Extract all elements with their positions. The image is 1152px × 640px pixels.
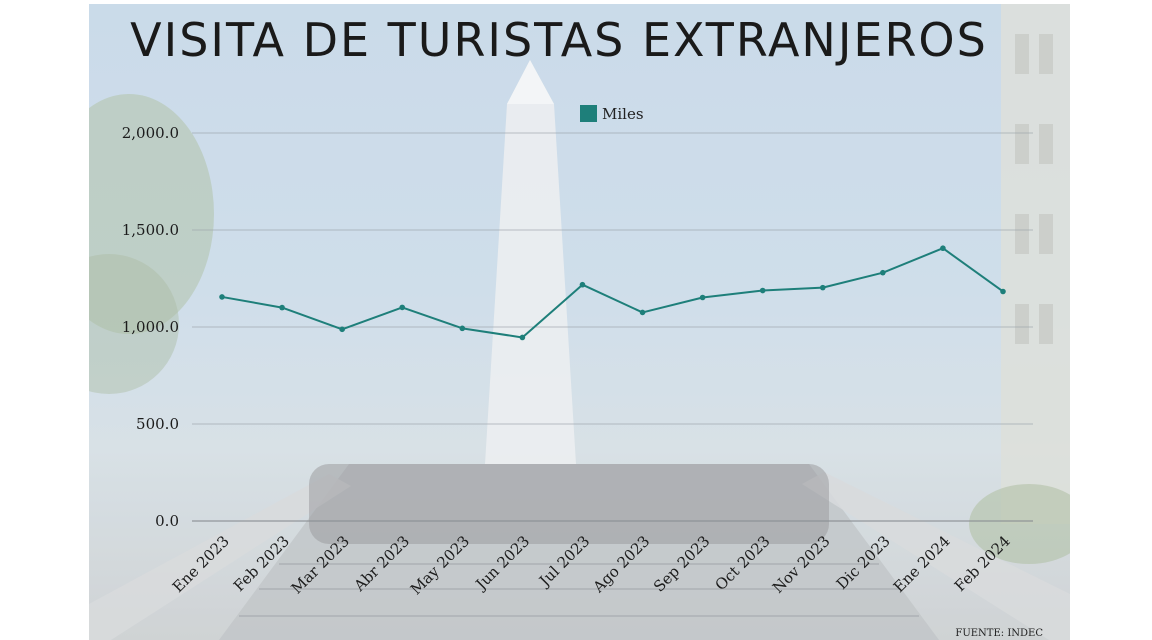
y-axis: 0.0 500.0 1,000.0 1,500.0 2,000.0 (122, 124, 179, 530)
series-line (221, 247, 1004, 339)
y-grid (192, 132, 1033, 522)
data-point (819, 284, 826, 291)
y-tick-label: 2,000.0 (122, 124, 179, 142)
data-point (940, 245, 946, 252)
obelisk-tip-decor (507, 60, 554, 104)
crowd-decor (309, 464, 829, 544)
tree-right-decor (969, 484, 1070, 564)
y-tick-label: 0.0 (155, 512, 179, 530)
window-decor (1015, 124, 1029, 164)
window-decor (1039, 34, 1053, 74)
window-decor (1039, 214, 1053, 254)
y-tick-label: 1,500.0 (122, 221, 179, 239)
data-point (639, 309, 646, 316)
obelisk-decor (485, 60, 576, 464)
background-photo (89, 4, 1070, 640)
chart-canvas: 0.0 500.0 1,000.0 1,500.0 2,000.0 Ene 2023 Fe… (89, 4, 1070, 640)
data-point (519, 334, 526, 341)
railing-left-decor (89, 474, 351, 640)
legend-swatch (580, 105, 597, 122)
railing-right-decor (802, 472, 1070, 640)
data-point (759, 287, 766, 294)
source-note: FUENTE: INDEC (955, 628, 1043, 639)
background-veil (89, 4, 1070, 640)
chart-title: VISITA DE TURISTAS EXTRANJEROS (130, 13, 988, 67)
window-decor (1015, 214, 1029, 254)
data-point (1000, 288, 1006, 295)
data-point (579, 281, 586, 288)
data-point (279, 304, 285, 311)
window-decor (1015, 304, 1029, 344)
legend: Miles (580, 105, 644, 123)
data-point (459, 325, 466, 332)
window-decor (1015, 34, 1029, 74)
data-point (219, 294, 225, 300)
y-tick-label: 1,000.0 (122, 318, 179, 336)
window-decor (1039, 304, 1053, 344)
data-point (880, 269, 886, 276)
data-point (699, 294, 706, 301)
window-decor (1039, 124, 1053, 164)
data-point (339, 326, 345, 333)
tree-left-lower-decor (89, 254, 179, 394)
building-right-decor (1001, 4, 1070, 524)
legend-label: Miles (602, 105, 644, 123)
tree-left-decor (89, 94, 214, 334)
series-miles (219, 245, 1006, 341)
y-tick-label: 500.0 (136, 415, 179, 433)
data-point (399, 304, 406, 311)
